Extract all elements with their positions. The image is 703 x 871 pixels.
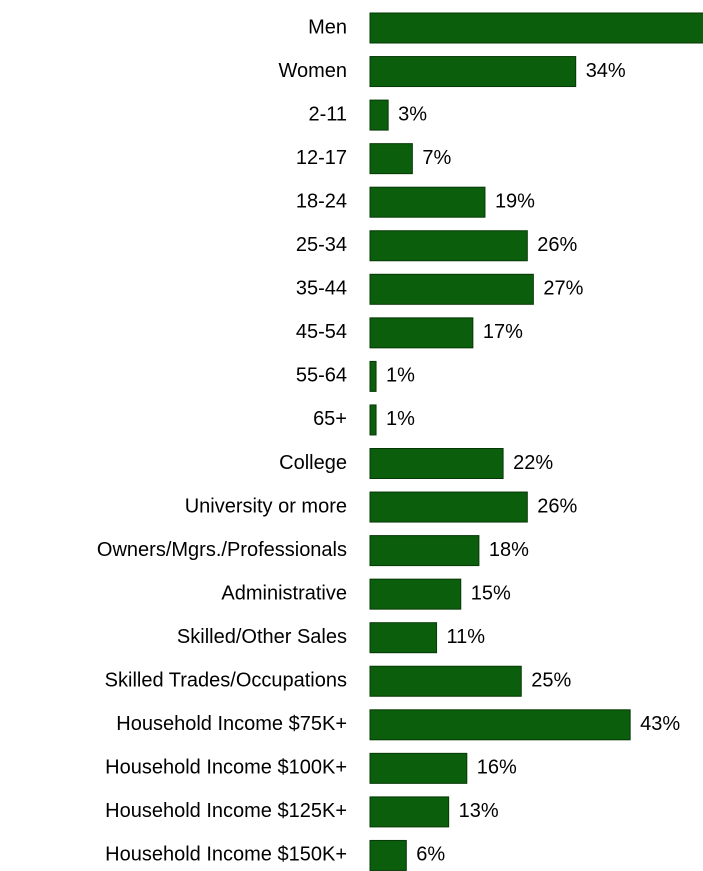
bar xyxy=(369,186,486,218)
value-label: 11% xyxy=(447,626,486,648)
category-label: Household Income $125K+ xyxy=(105,800,347,822)
value-label: 26% xyxy=(537,495,577,517)
bar xyxy=(369,709,631,741)
category-label: Skilled/Other Sales xyxy=(177,626,347,648)
category-label: College xyxy=(279,452,347,474)
value-label: 1% xyxy=(386,408,415,430)
category-label: Women xyxy=(278,60,347,82)
bar xyxy=(369,99,389,131)
bar xyxy=(369,317,474,349)
value-label: 19% xyxy=(495,190,535,212)
value-label: 18% xyxy=(489,539,529,561)
value-label: 7% xyxy=(422,147,451,169)
category-label: Administrative xyxy=(221,582,347,604)
category-label: 2-11 xyxy=(308,103,347,125)
value-label: 6% xyxy=(416,844,445,866)
value-label: 34% xyxy=(586,60,626,82)
category-label: Owners/Mgrs./Professionals xyxy=(97,539,347,561)
value-label: 1% xyxy=(386,365,415,387)
bar xyxy=(369,839,407,871)
bar xyxy=(369,535,480,567)
value-label: 27% xyxy=(543,278,583,300)
category-label: 65+ xyxy=(313,408,347,430)
category-label: 55-64 xyxy=(296,365,347,387)
value-label: 17% xyxy=(483,321,523,343)
bar xyxy=(369,404,377,436)
bar xyxy=(369,796,450,828)
category-label: 45-54 xyxy=(296,321,347,343)
category-label: Household Income $100K+ xyxy=(105,757,347,779)
bar xyxy=(369,56,577,88)
bar xyxy=(369,491,528,523)
bar xyxy=(369,752,468,784)
value-label: 22% xyxy=(513,452,553,474)
category-label: 35-44 xyxy=(296,278,347,300)
value-label: 16% xyxy=(477,757,517,779)
bar xyxy=(369,622,438,654)
value-label: 15% xyxy=(471,582,511,604)
value-label: 13% xyxy=(459,800,499,822)
value-label: 26% xyxy=(537,234,577,256)
bar xyxy=(369,143,413,175)
bar xyxy=(369,230,528,262)
category-label: University or more xyxy=(185,495,347,517)
category-label: Skilled Trades/Occupations xyxy=(105,670,347,692)
bar xyxy=(369,360,377,392)
category-label: 25-34 xyxy=(296,234,347,256)
category-label: Household Income $75K+ xyxy=(116,713,347,735)
category-label: Household Income $150K+ xyxy=(105,844,347,866)
bar xyxy=(369,665,522,697)
category-label: Men xyxy=(308,16,347,38)
value-label: 25% xyxy=(531,670,571,692)
value-label: 43% xyxy=(640,713,680,735)
bar xyxy=(369,12,703,44)
category-label: 12-17 xyxy=(296,147,347,169)
bar xyxy=(369,273,534,305)
bar xyxy=(369,448,504,479)
value-label: 3% xyxy=(398,103,427,125)
bar xyxy=(369,578,462,610)
category-label: 18-24 xyxy=(296,190,347,212)
